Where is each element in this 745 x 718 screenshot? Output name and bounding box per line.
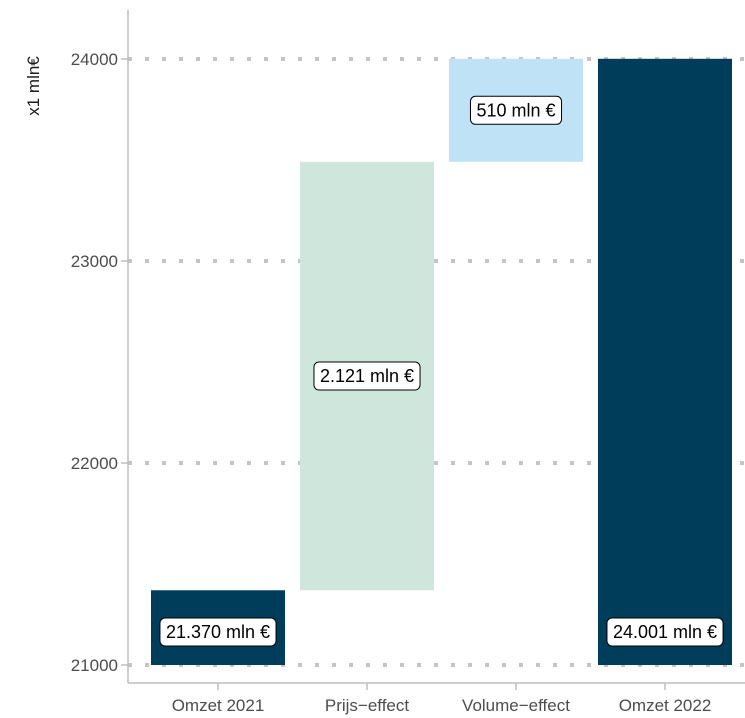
data-labels: 21.370 mln € 2.121 mln € 510 mln € 24.001 m… [159, 95, 724, 647]
data-label-box [469, 95, 563, 125]
data-label-text: 510 mln € [476, 100, 555, 120]
y-tick-label: 22000 [71, 454, 118, 473]
data-label-text: 21.370 mln € [166, 622, 270, 642]
data-label-box [159, 617, 277, 647]
data-label-2: 510 mln € [469, 95, 563, 125]
x-tick-label: Omzet 2021 [172, 696, 265, 715]
data-label-text: 24.001 mln € [613, 622, 717, 642]
y-tick-label: 21000 [71, 656, 118, 675]
x-tick-label: Prijs−effect [325, 696, 410, 715]
x-tick-label: Volume−effect [462, 696, 570, 715]
bar-3 [598, 58, 732, 666]
data-label-text: 2.121 mln € [320, 366, 414, 386]
x-ticks: Omzet 2021 Prijs−effect Volume−effect Omzet… [172, 683, 712, 715]
data-label-box [606, 617, 724, 647]
y-axis-label: x1 mln€ [24, 56, 43, 116]
x-tick-label: Omzet 2022 [619, 696, 712, 715]
data-label-3: 24.001 mln € [606, 617, 724, 647]
data-label-1: 2.121 mln € [313, 361, 421, 391]
y-tick-label: 23000 [71, 252, 118, 271]
y-tick-label: 24000 [71, 50, 118, 69]
data-label-box [313, 361, 421, 391]
bars [151, 58, 732, 666]
y-ticks: 21000 22000 23000 24000 [71, 50, 128, 675]
axes [127, 10, 745, 684]
data-label-0: 21.370 mln € [159, 617, 277, 647]
